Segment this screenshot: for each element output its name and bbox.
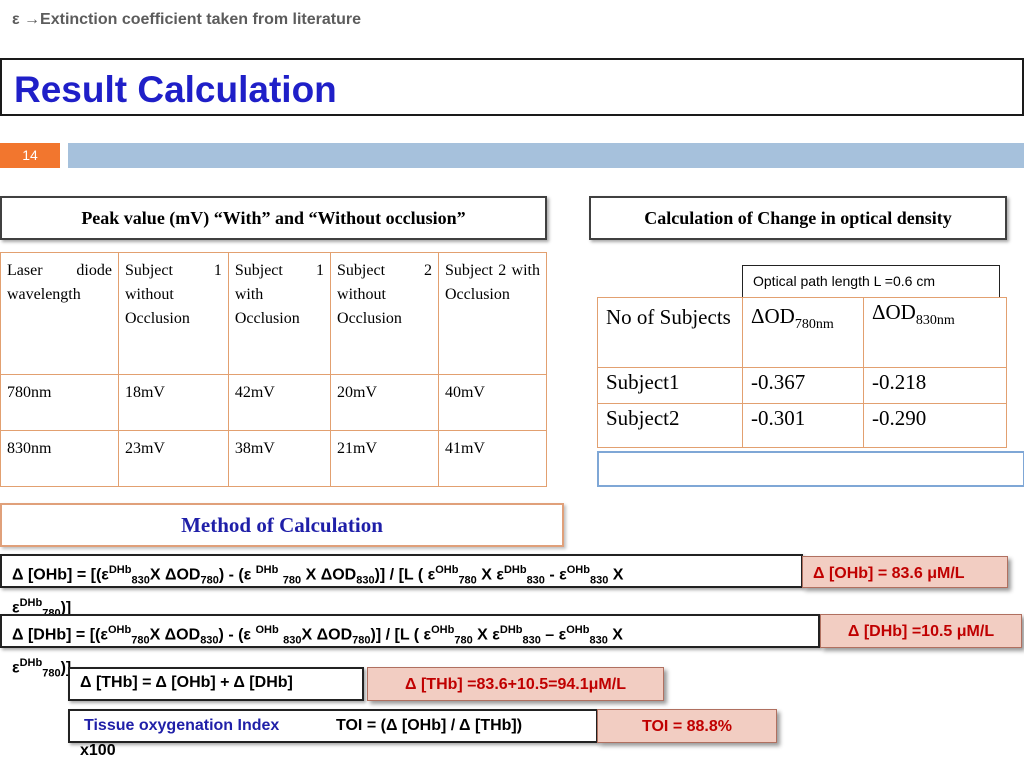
table-row: Subject1 -0.367 -0.218: [597, 367, 1007, 404]
table-cell: Subject2: [597, 403, 743, 448]
table-header-cell: ΔOD830nm: [863, 297, 1007, 368]
header-bar: [68, 143, 1024, 168]
peak-value-caption: Peak value (mV) “With” and “Without occl…: [0, 196, 547, 240]
toi-multiplier: x100: [80, 742, 116, 759]
ohb-equation-box: [0, 554, 803, 588]
optical-density-table: No of Subjects ΔOD780nm ΔOD830nm Subject…: [597, 297, 1007, 448]
wavelength-subscript: 780nm: [794, 317, 834, 333]
table-header-cell: Subject 1 without Occlusion: [117, 252, 229, 375]
slide-number: 14: [0, 143, 60, 168]
table-cell: Subject1: [597, 367, 743, 404]
optical-density-caption: Calculation of Change in optical density: [589, 196, 1007, 240]
wavelength-subscript: 830nm: [915, 313, 955, 329]
table-row: 830nm 23mV 38mV 21mV 41mV: [0, 430, 548, 487]
thb-equation: Δ [THb] = Δ [OHb] + Δ [DHb]: [80, 674, 293, 691]
table-row: Subject2 -0.301 -0.290: [597, 403, 1007, 448]
peak-value-table: Laser diode wavelength Subject 1 without…: [0, 252, 548, 487]
delta-od-label: ΔOD: [872, 300, 916, 324]
title-box: Result Calculation: [0, 58, 1024, 116]
ohb-equation: Δ [OHb] = [(εDHb830X ΔOD780) - (ε DHb 78…: [12, 564, 624, 619]
optical-path-note: Optical path length L =0.6 cm: [742, 265, 1000, 298]
table-header-cell: Laser diode wavelength: [0, 252, 119, 375]
thb-result: Δ [THb] =83.6+10.5=94.1μM/L: [367, 667, 664, 701]
toi-label: Tissue oxygenation Index: [84, 717, 280, 734]
table-cell: -0.301: [742, 403, 864, 448]
ohb-result: Δ [OHb] = 83.6 μM/L: [802, 556, 1008, 588]
dhb-equation: Δ [DHb] = [(εOHb780X ΔOD830) - (ε OHb 83…: [12, 624, 623, 680]
table-cell: -0.367: [742, 367, 864, 404]
table-header-cell: No of Subjects: [597, 297, 743, 368]
table-cell: 23mV: [117, 430, 229, 487]
table-header-cell: ΔOD780nm: [742, 297, 864, 368]
extinction-note: ε →Extinction coefficient taken from lit…: [12, 11, 361, 28]
table-cell: 20mV: [330, 374, 439, 431]
table-header-row: No of Subjects ΔOD780nm ΔOD830nm: [597, 297, 1007, 368]
table-header-cell: Subject 2 without Occlusion: [330, 252, 439, 375]
thb-equation-box: [68, 667, 364, 701]
table-cell: 41mV: [437, 430, 548, 487]
table-header-cell: Subject 1 with Occlusion: [227, 252, 332, 375]
table-cell: 38mV: [227, 430, 332, 487]
table-cell: 780nm: [0, 374, 119, 431]
slide-title: Result Calculation: [14, 69, 337, 110]
toi-equation-box: [68, 709, 598, 743]
table-row: 780nm 18mV 42mV 20mV 40mV: [0, 374, 548, 431]
table-cell: 830nm: [0, 430, 119, 487]
table-cell: 40mV: [437, 374, 548, 431]
table-cell: -0.290: [863, 403, 1007, 448]
table-cell: 18mV: [117, 374, 229, 431]
dhb-equation-box: [0, 614, 820, 648]
table-header-row: Laser diode wavelength Subject 1 without…: [0, 252, 548, 375]
toi-formula: TOI = (Δ [OHb] / Δ [THb]): [336, 717, 523, 734]
table-cell: 21mV: [330, 430, 439, 487]
table-header-cell: Subject 2 with Occlusion: [437, 252, 548, 375]
toi-result: TOI = 88.8%: [597, 709, 777, 743]
table-cell: -0.218: [863, 367, 1007, 404]
table-cell: 42mV: [227, 374, 332, 431]
extinction-note-box: [597, 451, 1024, 487]
method-caption: Method of Calculation: [0, 503, 564, 547]
dhb-result: Δ [DHb] =10.5 μM/L: [820, 614, 1022, 648]
delta-od-label: ΔOD: [751, 304, 795, 328]
